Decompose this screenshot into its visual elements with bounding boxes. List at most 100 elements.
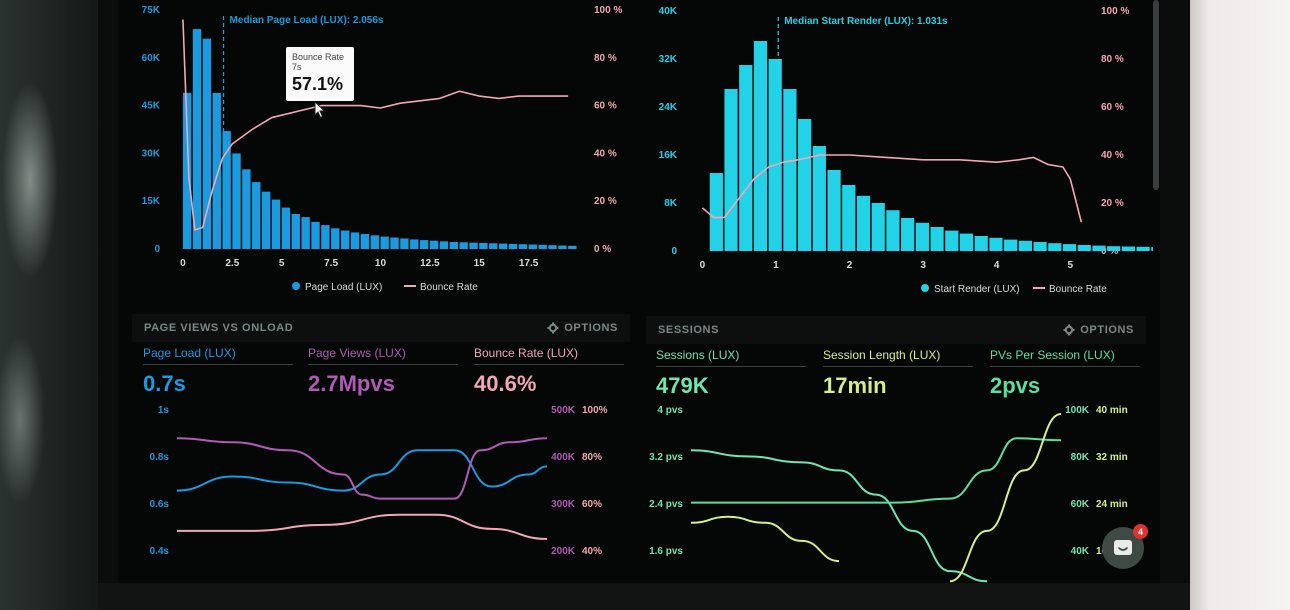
bounce-rate-line bbox=[701, 154, 1083, 223]
histogram-bar bbox=[429, 240, 439, 249]
metric-page-load[interactable]: Page Load (LUX) 0.7s bbox=[143, 346, 293, 397]
y2-tick-label: 100 % bbox=[1101, 6, 1129, 17]
histogram-bar bbox=[856, 195, 871, 251]
y3-tick-label: 80% bbox=[582, 452, 602, 463]
metric-page-views[interactable]: Page Views (LUX) 2.7Mpvs bbox=[308, 346, 458, 397]
metric-value: 0.7s bbox=[143, 371, 186, 396]
histogram-bar bbox=[1092, 245, 1106, 251]
histogram-bar bbox=[783, 89, 797, 251]
series-line bbox=[949, 413, 1062, 583]
median-annotation: Median Page Load (LUX): 2.056s bbox=[230, 15, 384, 26]
sessions-options-button[interactable]: OPTIONS bbox=[1063, 324, 1134, 336]
histogram-bar bbox=[518, 244, 528, 249]
histogram-bar bbox=[469, 242, 478, 249]
histogram-bar bbox=[930, 227, 944, 251]
y-tick-label: 0 bbox=[154, 244, 160, 255]
chat-button[interactable] bbox=[1102, 527, 1144, 569]
histogram-bar bbox=[232, 153, 241, 249]
sessions-options-label: OPTIONS bbox=[1080, 324, 1134, 336]
start-render-histogram: 0 8K 16K 24K 32K 40K 0 % 20 % 40 % 60 % 80 % 100 % 0… bbox=[659, 6, 1153, 295]
histogram-bar bbox=[1077, 245, 1091, 251]
histogram-bar bbox=[1004, 239, 1018, 251]
page-views-panel-title: PAGE VIEWS VS ONLOAD bbox=[144, 322, 294, 334]
histogram-bar bbox=[1033, 242, 1047, 251]
y2-tick-label: 0 % bbox=[594, 244, 611, 255]
histogram-bar bbox=[1048, 243, 1062, 251]
photo-background-left bbox=[0, 0, 98, 610]
histogram-bar bbox=[271, 199, 281, 249]
histogram-bar bbox=[380, 236, 389, 249]
y-tick-label: 1s bbox=[158, 405, 170, 416]
x-tick-label: 3 bbox=[920, 260, 926, 271]
dashboard-screen: 0 15K 30K 45K 60K 75K 0 % 20 % 40 % 60 % 80 % 100 %… bbox=[118, 0, 1160, 583]
metric-value: 2pvs bbox=[990, 373, 1041, 398]
tooltip-subtitle: 7s bbox=[292, 62, 302, 72]
x-tick-label: 2.5 bbox=[225, 258, 239, 269]
notification-badge: 4 bbox=[1133, 524, 1148, 539]
x-tick-label: 5 bbox=[279, 258, 285, 269]
histogram-bar bbox=[812, 146, 826, 251]
metric-value: 2.7Mpvs bbox=[308, 371, 395, 396]
x-tick-label: 0 bbox=[700, 260, 706, 271]
y-tick-label: 8K bbox=[664, 198, 678, 209]
y-tick-label: 30K bbox=[142, 148, 161, 159]
x-tick-label: 7.5 bbox=[324, 258, 338, 269]
x-tick-label: 1 bbox=[773, 260, 779, 271]
histogram-bar bbox=[974, 236, 988, 251]
histogram-bar bbox=[479, 242, 488, 249]
legend-label: Bounce Rate bbox=[420, 282, 478, 293]
histogram-bar bbox=[768, 59, 782, 251]
y2-tick-label: 40 % bbox=[1101, 150, 1124, 161]
histogram-bar bbox=[261, 191, 271, 249]
mouse-cursor-icon bbox=[314, 101, 326, 119]
histogram-bar bbox=[202, 38, 212, 250]
page-views-options-button[interactable]: OPTIONS bbox=[547, 322, 618, 334]
histogram-bar bbox=[360, 234, 370, 249]
histogram-bar bbox=[489, 243, 498, 249]
y3-tick-label: 24 min bbox=[1096, 499, 1128, 510]
histogram-bar bbox=[459, 242, 468, 249]
scrollbar[interactable] bbox=[1153, 0, 1159, 190]
legend-label: Page Load (LUX) bbox=[305, 282, 382, 293]
metric-bounce-rate[interactable]: Bounce Rate (LUX) 40.6% bbox=[474, 346, 624, 397]
histogram-bar bbox=[508, 243, 518, 249]
series-line bbox=[176, 437, 548, 500]
histogram-bar bbox=[724, 89, 738, 251]
y2-tick-label: 60 % bbox=[594, 101, 617, 112]
histogram-bar bbox=[528, 244, 537, 249]
y-tick-label: 1.6 pvs bbox=[649, 546, 683, 557]
y-tick-label: 16K bbox=[659, 150, 678, 161]
tooltip-value: 57.1% bbox=[292, 74, 344, 94]
histogram-bar bbox=[915, 222, 929, 251]
y2-tick-label: 60K bbox=[1071, 499, 1090, 510]
series-line bbox=[176, 449, 548, 492]
y2-tick-label: 20 % bbox=[594, 196, 617, 207]
histogram-bar bbox=[568, 245, 577, 249]
histogram-bar bbox=[498, 243, 508, 249]
histogram-bar bbox=[753, 41, 768, 251]
metric-sessions[interactable]: Sessions (LUX) 479K bbox=[656, 348, 806, 399]
histogram-bar bbox=[538, 244, 547, 249]
y-tick-label: 15K bbox=[142, 196, 161, 207]
series-line bbox=[176, 513, 548, 540]
histogram-bar bbox=[945, 230, 959, 251]
y-tick-label: 0.8s bbox=[150, 452, 170, 463]
histogram-bar bbox=[548, 245, 557, 249]
x-tick-label: 12.5 bbox=[420, 258, 440, 269]
y-tick-label: 4 pvs bbox=[657, 405, 683, 416]
median-annotation: Median Start Render (LUX): 1.031s bbox=[784, 16, 948, 27]
y2-tick-label: 40K bbox=[1071, 546, 1090, 557]
histogram-bar bbox=[709, 173, 723, 251]
y2-tick-label: 0 % bbox=[1101, 246, 1118, 257]
y3-tick-label: 60% bbox=[582, 499, 602, 510]
metric-session-length[interactable]: Session Length (LUX) 17min bbox=[823, 348, 973, 399]
metric-pvs-per-session[interactable]: PVs Per Session (LUX) 2pvs bbox=[990, 348, 1140, 399]
sessions-panel-header: SESSIONS OPTIONS bbox=[646, 316, 1146, 344]
histogram-bar bbox=[252, 182, 261, 249]
histogram-bar bbox=[419, 240, 429, 249]
x-tick-label: 4 bbox=[994, 260, 1000, 271]
y-tick-label: 75K bbox=[142, 5, 161, 16]
gear-icon bbox=[1063, 324, 1075, 336]
histogram-bar bbox=[886, 210, 900, 251]
histogram-bar bbox=[959, 233, 974, 251]
